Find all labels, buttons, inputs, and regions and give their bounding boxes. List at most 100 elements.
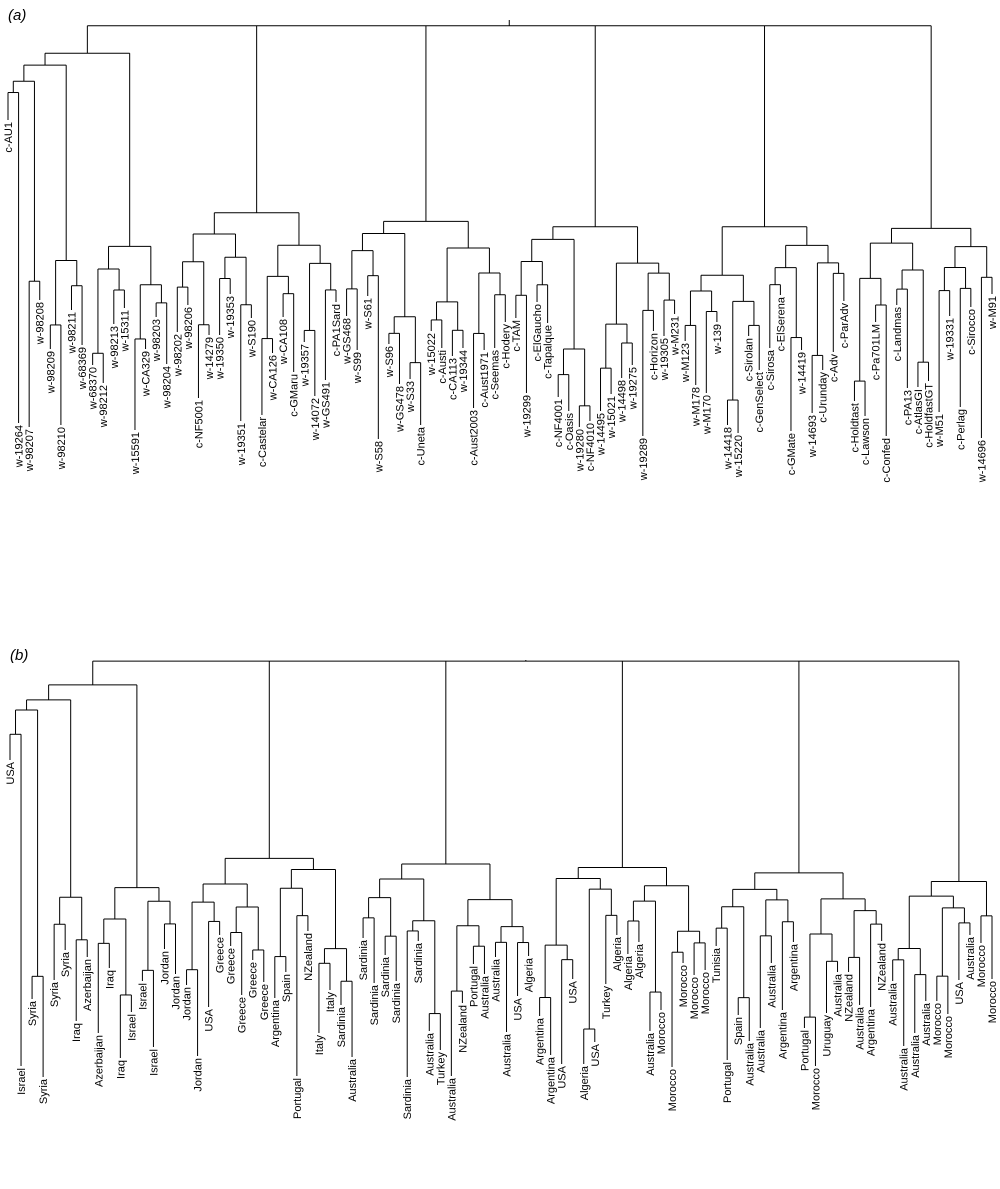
leaf-label: w-CA126 (268, 355, 280, 401)
leaf-label: w-98210 (56, 427, 68, 470)
panel-letter-a: (a) (8, 7, 26, 24)
leaf-label: Australia (965, 936, 977, 980)
leaf-label: c-PA1Sard (331, 304, 343, 356)
leaf-label: Australia (766, 964, 778, 1008)
leaf-label: w-15021 (606, 396, 618, 439)
leaf-label: c-Lawson (860, 418, 872, 465)
leaf-label: w-19331 (945, 318, 957, 361)
leaf-label: c-Austi (437, 350, 449, 384)
leaf-label: w-GS478 (394, 386, 406, 433)
leaf-label: c-TAM (511, 320, 523, 352)
leaf-label: Morocco (700, 972, 712, 1014)
leaf-label: c-Perlag (955, 409, 967, 450)
tree-branches-b (9, 660, 993, 1077)
leaf-label: c-Sirosa (765, 349, 777, 390)
leaf-label: w-98213 (109, 326, 121, 369)
leaf-label: USA (5, 761, 17, 784)
leaf-label: w-14498 (617, 380, 629, 423)
leaf-label: c-Hodery (500, 324, 512, 369)
leaf-label: c-NF4001 (553, 399, 565, 447)
leaf-label: Argentina (777, 1011, 789, 1059)
leaf-label: Algeria (579, 1065, 591, 1100)
leaf-label: Morocco (689, 977, 701, 1019)
leaf-label: Australia (502, 1033, 514, 1077)
leaf-label: Greece (248, 962, 260, 998)
leaf-label: Algeria (524, 957, 536, 992)
leaf-label: Sardinia (380, 956, 392, 997)
leaf-label: c-Confed (881, 438, 893, 483)
leaf-label: Greece (226, 948, 238, 984)
leaf-label: w-98211 (66, 312, 78, 354)
leaf-label: w-15591 (130, 432, 142, 475)
leaf-label: Tunisia (711, 947, 723, 983)
leaf-label: Syria (49, 981, 61, 1007)
leaf-label: c-Holdtast (849, 403, 861, 453)
leaf-label: w-14072 (310, 398, 322, 441)
leaf-label: Uruguay (821, 1015, 833, 1057)
leaf-label: w-M91 (987, 296, 999, 330)
leaf-label: Sardinia (402, 1078, 414, 1119)
leaf-label: w-15311 (119, 310, 131, 352)
leaf-label: c-PA13 (902, 390, 914, 425)
dendrogram-panel-b: (b) USA Israel Syria Syria Syria Syria Iraq Aze… (5, 647, 999, 1121)
leaf-label: c-ParAdv (839, 303, 851, 349)
leaf-label: w-M51 (934, 414, 946, 448)
leaf-label: c-Sirocco (966, 309, 978, 355)
leaf-label: NZealand (844, 974, 856, 1022)
leaf-label: USA (568, 980, 580, 1003)
leaf-label: c-Horizon (648, 333, 660, 380)
leaf-label: w-14418 (722, 427, 734, 470)
leaf-label: c-HoldfastGT (924, 383, 936, 448)
leaf-label: w-19353 (225, 296, 237, 339)
leaf-label: c-Urunday (818, 372, 830, 423)
leaf-label: Portugal (722, 1062, 734, 1103)
leaf-label: Jordan (159, 951, 171, 985)
leaf-label: Greece (237, 997, 249, 1033)
leaf-label: Algeria (612, 936, 624, 971)
leaf-label: c-Seemas (490, 350, 502, 400)
leaf-label: Morocco (943, 1016, 955, 1058)
leaf-label: c-Oasis (564, 413, 576, 451)
leaf-label: c-CA113 (447, 358, 459, 400)
leaf-label: w-14495 (596, 413, 608, 456)
leaf-label: Australia (755, 1029, 767, 1073)
leaf-label: Morocco (987, 981, 999, 1023)
leaf-label: w-19264 (14, 425, 26, 468)
leaf-label: Spain (281, 974, 293, 1002)
leaf-label: Algeria (634, 943, 646, 978)
leaf-label: w-14696 (976, 440, 988, 483)
leaf-label: c-Uneta (416, 426, 428, 465)
leaf-label: c-Pa701LM (871, 324, 883, 380)
leaf-label: Argentina (270, 999, 282, 1047)
leaf-label: w-S33 (405, 381, 417, 413)
leaf-label: Azerbaijan (93, 1035, 105, 1087)
leaf-label: c-NF5001 (193, 400, 205, 448)
leaf-label: c-Aust2003 (469, 410, 481, 466)
leaf-label: c-GMaru (289, 374, 301, 417)
leaf-label: w-19344 (458, 350, 470, 393)
leaf-label: w-19280 (574, 429, 586, 472)
leaf-label: Israel (16, 1068, 28, 1095)
leaf-label: Israel (126, 1014, 138, 1041)
leaf-label: Argentina (546, 1056, 558, 1104)
leaf-label: w-19289 (638, 438, 650, 481)
leaf-label: w-S96 (384, 346, 396, 378)
leaf-label: w-GS468 (342, 318, 354, 365)
leaf-label: c-GMate (786, 433, 798, 475)
leaf-label: w-14419 (797, 352, 809, 395)
leaf-label: w-CA329 (141, 351, 153, 397)
leaf-label: w-139 (712, 324, 724, 355)
leaf-label: Portugal (468, 966, 480, 1007)
leaf-label: Australia (888, 982, 900, 1026)
leaf-label: w-GS491 (320, 382, 332, 429)
leaf-label: Argentina (788, 943, 800, 991)
leaf-label: c-Landmas (892, 307, 904, 362)
leaf-label: Morocco (678, 965, 690, 1007)
leaf-label: Australia (744, 1042, 756, 1086)
leaf-label: c-Tapalque (543, 325, 555, 379)
leaf-label: Sardinia (336, 1006, 348, 1047)
leaf-label: Syria (38, 1078, 50, 1104)
leaf-label: w-S99 (352, 352, 364, 384)
leaf-label: NZealand (303, 933, 315, 981)
